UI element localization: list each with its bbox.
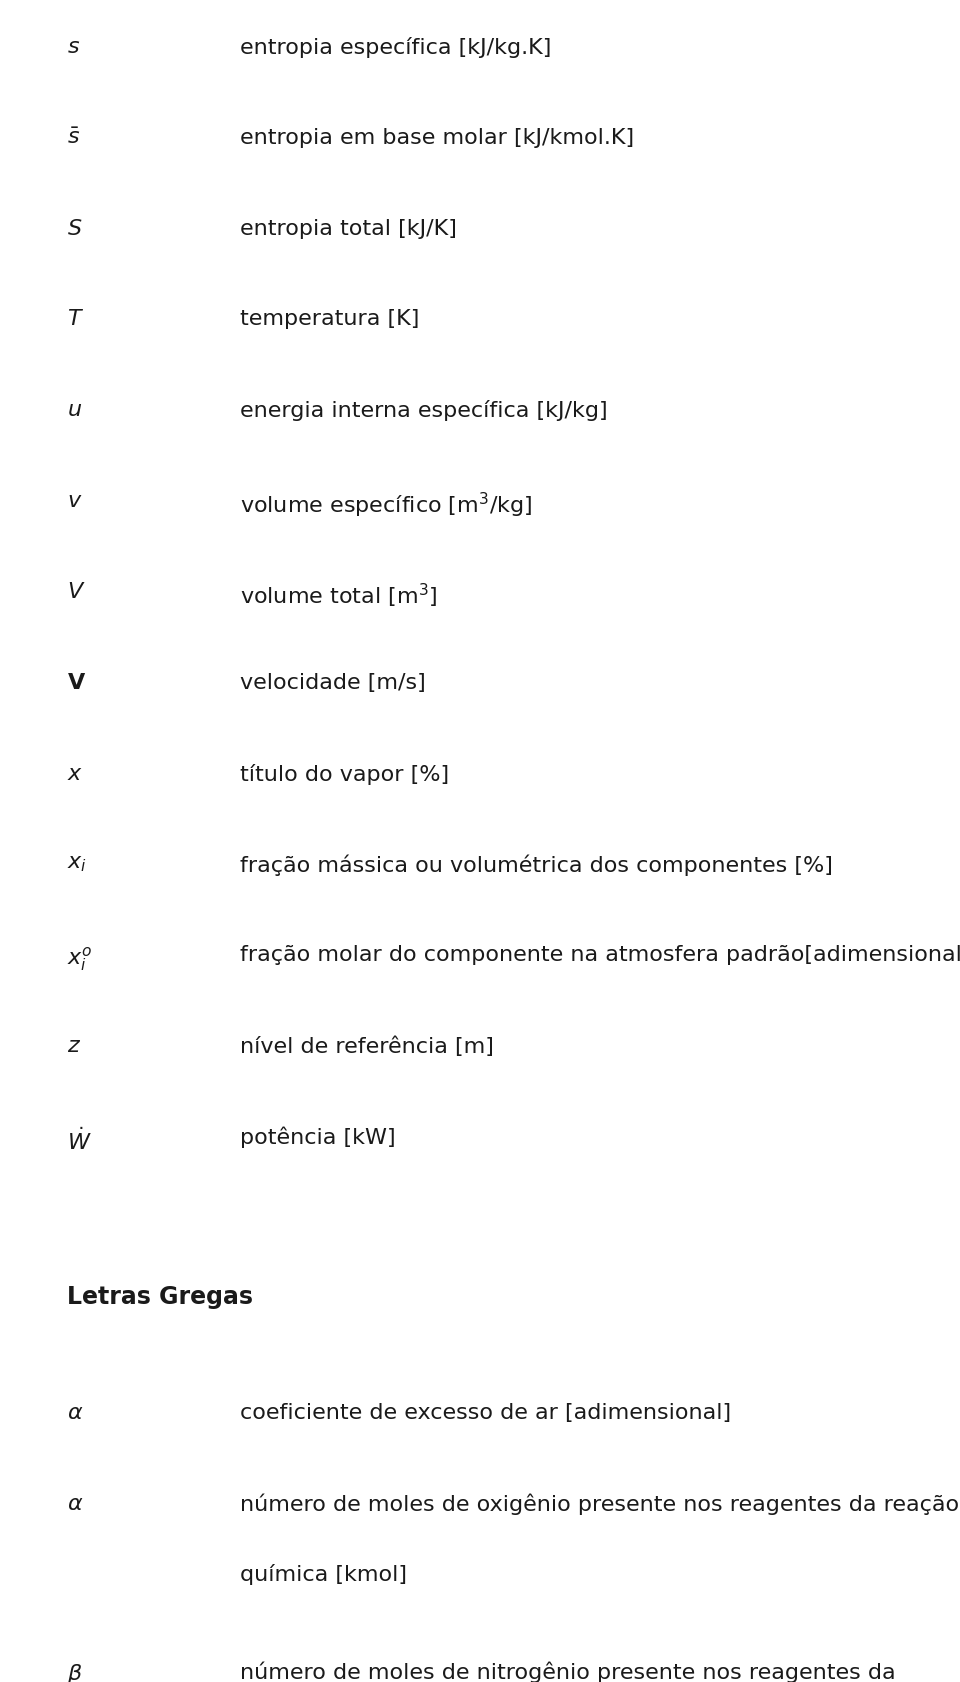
Text: $\dot{W}$: $\dot{W}$ xyxy=(67,1127,92,1154)
Text: temperatura [K]: temperatura [K] xyxy=(240,309,420,330)
Text: $x_i$: $x_i$ xyxy=(67,854,87,875)
Text: $v$: $v$ xyxy=(67,491,83,511)
Text: velocidade [m/s]: velocidade [m/s] xyxy=(240,673,425,693)
Text: Letras Gregas: Letras Gregas xyxy=(67,1285,253,1309)
Text: entropia específica [kJ/kg.K]: entropia específica [kJ/kg.K] xyxy=(240,37,551,57)
Text: $\bar{s}$: $\bar{s}$ xyxy=(67,128,81,148)
Text: $z$: $z$ xyxy=(67,1036,82,1056)
Text: coeficiente de excesso de ar [adimensional]: coeficiente de excesso de ar [adimension… xyxy=(240,1403,732,1423)
Text: volume específico [m$^3$/kg]: volume específico [m$^3$/kg] xyxy=(240,491,532,520)
Text: entropia em base molar [kJ/kmol.K]: entropia em base molar [kJ/kmol.K] xyxy=(240,128,635,148)
Text: $\alpha$: $\alpha$ xyxy=(67,1494,84,1514)
Text: título do vapor [%]: título do vapor [%] xyxy=(240,764,449,784)
Text: química [kmol]: química [kmol] xyxy=(240,1564,407,1584)
Text: $T$: $T$ xyxy=(67,309,84,330)
Text: $\alpha$: $\alpha$ xyxy=(67,1403,84,1423)
Text: número de moles de oxigênio presente nos reagentes da reação: número de moles de oxigênio presente nos… xyxy=(240,1494,959,1515)
Text: número de moles de nitrogênio presente nos reagentes da: número de moles de nitrogênio presente n… xyxy=(240,1662,896,1682)
Text: $\mathbf{V}$: $\mathbf{V}$ xyxy=(67,673,86,693)
Text: fração molar do componente na atmosfera padrão[adimensional]: fração molar do componente na atmosfera … xyxy=(240,945,960,965)
Text: fração mássica ou volumétrica dos componentes [%]: fração mássica ou volumétrica dos compon… xyxy=(240,854,833,876)
Text: $x$: $x$ xyxy=(67,764,84,784)
Text: $u$: $u$ xyxy=(67,400,83,420)
Text: energia interna específica [kJ/kg]: energia interna específica [kJ/kg] xyxy=(240,400,608,420)
Text: $\beta$: $\beta$ xyxy=(67,1662,83,1682)
Text: $s$: $s$ xyxy=(67,37,81,57)
Text: entropia total [kJ/K]: entropia total [kJ/K] xyxy=(240,219,457,239)
Text: nível de referência [m]: nível de referência [m] xyxy=(240,1036,493,1056)
Text: volume total [m$^3$]: volume total [m$^3$] xyxy=(240,582,437,611)
Text: $V$: $V$ xyxy=(67,582,85,602)
Text: potência [kW]: potência [kW] xyxy=(240,1127,396,1149)
Text: $S$: $S$ xyxy=(67,219,83,239)
Text: $x_i^{o}$: $x_i^{o}$ xyxy=(67,945,93,974)
